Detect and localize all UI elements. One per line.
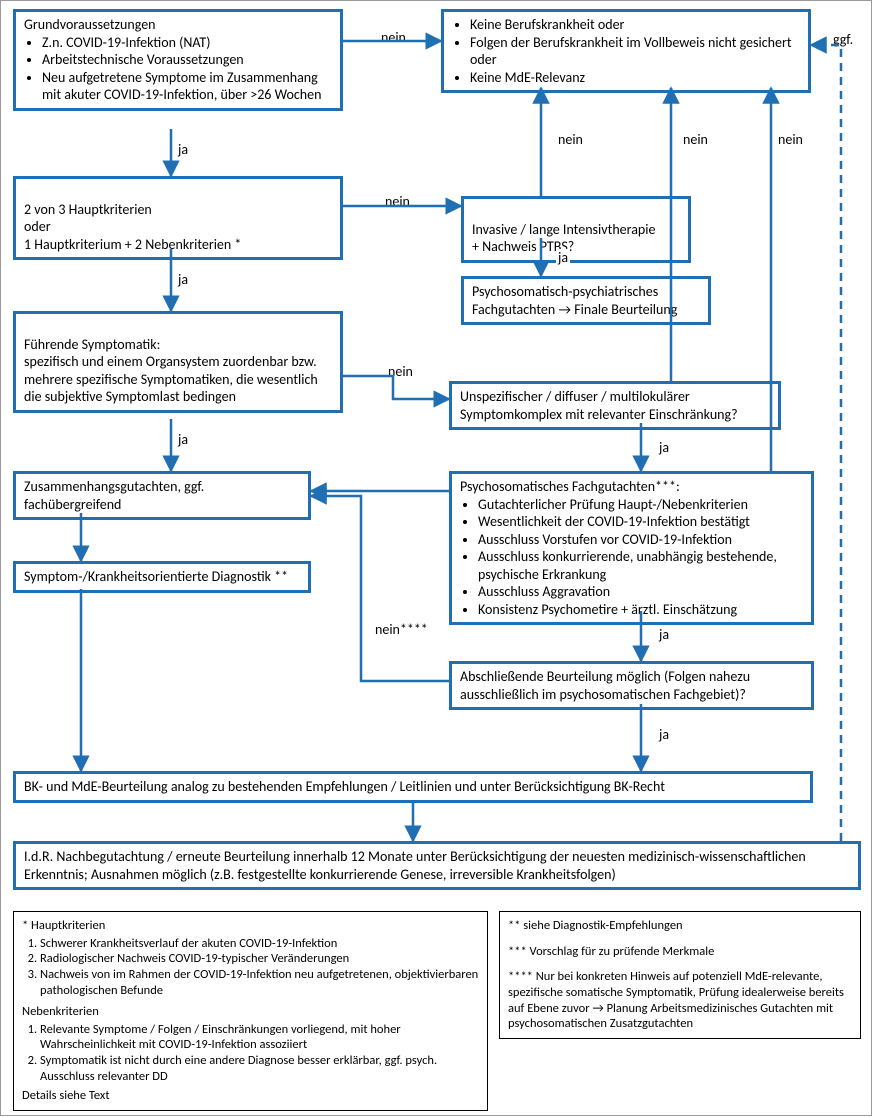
footnote-tail: Details siehe Text [22,1088,479,1104]
edge-label-ja: ja [657,726,671,743]
bullet: Z.n. COVID-19-Infektion (NAT) [42,34,332,52]
node-grundvoraussetzungen: Grundvoraussetzungen Z.n. COVID-19-Infek… [13,9,343,111]
footnote-right: ** siehe Diagnostik-Empfehlungen *** Vor… [499,911,861,1039]
node-psychosom-fachgutachten-finale: Psychosomatisch-psychiatrisches Fachguta… [461,276,711,325]
edge-label-ja: ja [657,626,671,643]
edge-label-ja: ja [176,431,190,448]
bullet: Keine MdE-Relevanz [470,69,800,87]
node-text: Abschließende Beurteilung möglich (Folge… [460,668,750,703]
node-text: Unspezifischer / diffuser / multilokulär… [460,388,738,423]
footnote-line: *** Vorschlag für zu prüfende Merkmale [508,944,852,960]
edge-label-ggf: ggf. [831,31,855,48]
node-zusammenhangsgutachten: Zusammenhangsgutachten, ggf. fachübergre… [13,471,311,520]
footnote-item: Relevante Symptome / Folgen / Einschränk… [40,1022,479,1053]
node-text: BK- und MdE-Beurteilung analog zu besteh… [24,778,665,795]
edge-label-ja: ja [176,141,190,158]
node-bk-mde-beurteilung: BK- und MdE-Beurteilung analog zu besteh… [13,771,813,803]
footnote-line: **** Nur bei konkreten Hinweis auf poten… [508,969,852,1032]
node-fuehrende-symptomatik: Führende Symptomatik: spezifisch und ein… [13,311,343,413]
node-unspezifischer-symptomkomplex: Unspezifischer / diffuser / multilokulär… [449,381,781,430]
edge-label-nein: nein [681,131,710,148]
edge-label-ja: ja [657,439,671,456]
bullet: Neu aufgetretene Symptome im Zusammenhan… [42,69,332,104]
edge-label-nein: nein [379,29,408,46]
node-hauptkriterien: 2 von 3 Hauptkriterien oder 1 Hauptkrite… [13,176,343,260]
node-text: Psychosomatisch-psychiatrisches Fachguta… [472,283,677,318]
node-text: 2 von 3 Hauptkriterien oder 1 Hauptkrite… [24,201,241,253]
node-title: Grundvoraussetzungen [24,16,332,34]
flowchart-canvas: Grundvoraussetzungen Z.n. COVID-19-Infek… [0,0,872,1116]
node-abschliessende-beurteilung: Abschließende Beurteilung möglich (Folge… [449,661,814,710]
footnote-left: * Hauptkriterien Schwerer Krankheitsverl… [13,911,488,1111]
edge-label-nein4: nein**** [373,621,430,638]
node-text: Symptom-/Krankheitsorientierte Diagnosti… [24,568,288,585]
edge-label-ja: ja [556,249,570,266]
bullet: Keine Berufskrankheit oder [470,16,800,34]
node-text: Zusammenhangsgutachten, ggf. fachübergre… [24,478,204,513]
footnote-item: Schwerer Krankheitsverlauf der akuten CO… [40,936,479,952]
node-text: I.d.R. Nachbegutachtung / erneute Beurte… [24,848,806,883]
node-keine-bk: Keine Berufskrankheit oder Folgen der Be… [441,9,811,93]
node-intensivtherapie-ptbs: Invasive / lange Intensivtherapie + Nach… [461,196,691,263]
bullet: Ausschluss Vorstufen vor COVID-19-Infekt… [478,531,803,549]
node-text: Führende Symptomatik: spezifisch und ein… [24,336,318,406]
footnote-item: Nachweis von im Rahmen der COVID-19-Infe… [40,967,479,998]
node-diagnostik: Symptom-/Krankheitsorientierte Diagnosti… [13,561,311,593]
node-title: Psychosomatisches Fachgutachten***: [460,478,803,496]
node-psychosom-fachgutachten-detail: Psychosomatisches Fachgutachten***: Guta… [449,471,814,625]
bullet: Konsistenz Psychometire + ärztl. Einschä… [478,601,803,619]
bullet: Gutachterlicher Prüfung Haupt-/Nebenkrit… [478,496,803,514]
footnote-neben-title: Nebenkriterien [22,1004,479,1020]
edge-label-nein: nein [556,131,585,148]
edge-label-nein: nein [386,363,415,380]
bullet: Arbeitstechnische Voraussetzungen [42,51,332,69]
footnote-line: ** siehe Diagnostik-Empfehlungen [508,918,852,934]
footnote-item: Radiologischer Nachweis COVID-19-typisch… [40,951,479,967]
bullet: Wesentlichkeit der COVID-19-Infektion be… [478,513,803,531]
edge-label-nein: nein [776,131,805,148]
bullet: Folgen der Berufskrankheit im Vollbeweis… [470,34,800,69]
edge-label-ja: ja [176,271,190,288]
bullet: Ausschluss Aggravation [478,583,803,601]
node-nachbegutachtung: I.d.R. Nachbegutachtung / erneute Beurte… [13,841,861,890]
edge-label-nein: nein [383,193,412,210]
footnote-haupt-title: * Hauptkriterien [22,918,479,934]
bullet: Ausschluss konkurrierende, unabhängig be… [478,548,803,583]
footnote-item: Symptomatik ist nicht durch eine andere … [40,1053,479,1084]
